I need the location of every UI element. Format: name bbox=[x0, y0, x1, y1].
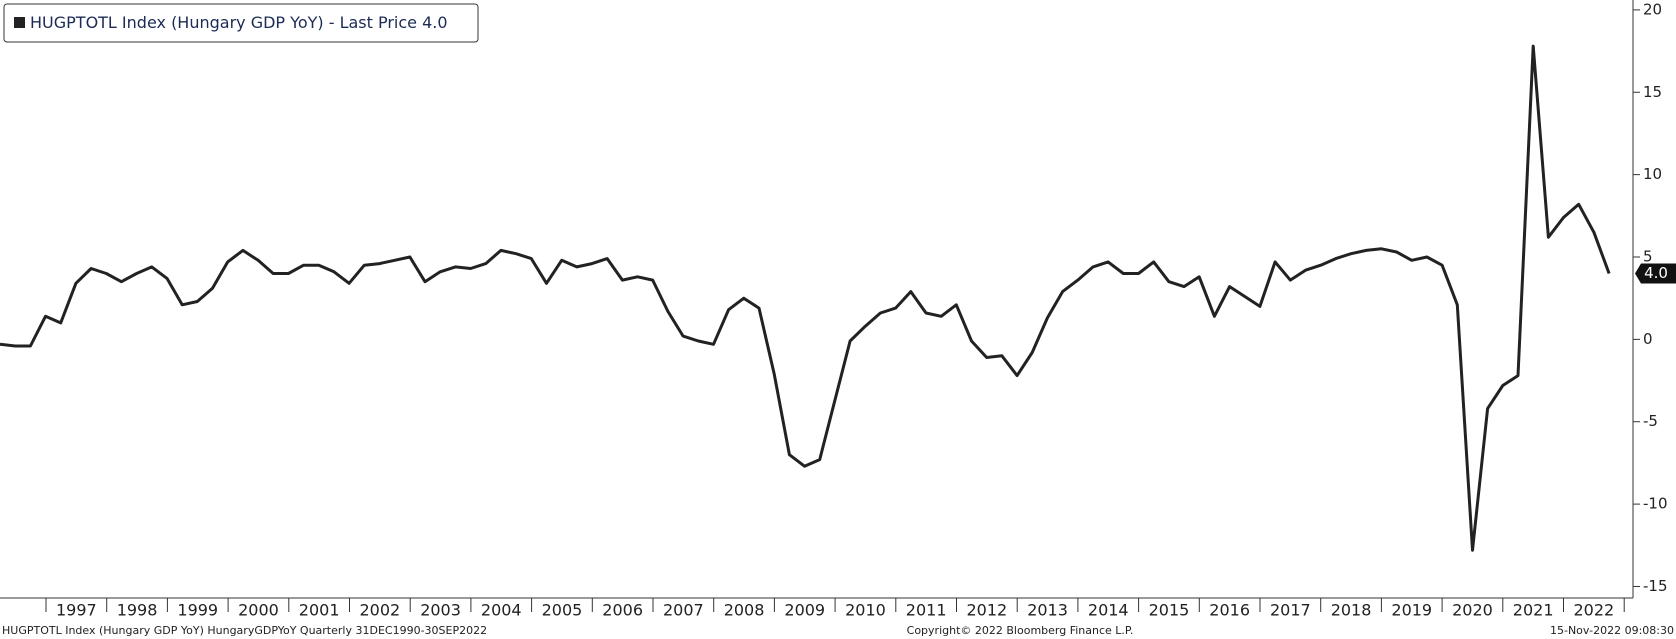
footer-left: HUGPTOTL Index (Hungary GDP YoY) Hungary… bbox=[2, 624, 487, 637]
x-tick-label: 1997 bbox=[56, 601, 97, 620]
x-tick-label: 2021 bbox=[1513, 601, 1554, 620]
footer-center: Copyright© 2022 Bloomberg Finance L.P. bbox=[907, 624, 1134, 637]
x-tick-label: 2008 bbox=[724, 601, 765, 620]
y-tick-label: -10 bbox=[1643, 495, 1668, 513]
y-tick-label: 15 bbox=[1643, 83, 1662, 101]
x-tick-label: 2018 bbox=[1331, 601, 1372, 620]
x-tick-label: 2004 bbox=[481, 601, 522, 620]
x-tick-label: 2017 bbox=[1270, 601, 1311, 620]
y-tick-label: 5 bbox=[1643, 247, 1653, 265]
x-tick-label: 2006 bbox=[602, 601, 643, 620]
x-tick-label: 2016 bbox=[1209, 601, 1250, 620]
x-tick-label: 2013 bbox=[1027, 601, 1068, 620]
y-tick-label: 0 bbox=[1643, 330, 1653, 348]
y-tick-label: -15 bbox=[1643, 577, 1668, 595]
x-tick-label: 2009 bbox=[784, 601, 825, 620]
x-tick-label: 2015 bbox=[1149, 601, 1190, 620]
x-tick-label: 1999 bbox=[177, 601, 218, 620]
footer-right: 15-Nov-2022 09:08:30 bbox=[1550, 624, 1674, 637]
x-tick-label: 1998 bbox=[117, 601, 158, 620]
legend-text: HUGPTOTL Index (Hungary GDP YoY) - Last … bbox=[30, 13, 448, 32]
y-tick-label: 10 bbox=[1643, 165, 1662, 183]
x-tick-label: 2000 bbox=[238, 601, 279, 620]
x-tick-label: 2007 bbox=[663, 601, 704, 620]
series-line bbox=[0, 44, 1611, 552]
legend-swatch bbox=[14, 17, 25, 28]
y-tick-label: -5 bbox=[1643, 412, 1658, 430]
x-tick-label: 2011 bbox=[906, 601, 947, 620]
x-tick-label: 2010 bbox=[845, 601, 886, 620]
x-tick-label: 2005 bbox=[542, 601, 583, 620]
legend-name: HUGPTOTL Index (Hungary GDP YoY) - Last … bbox=[30, 13, 417, 32]
last-value-label: 4.0 bbox=[1644, 264, 1668, 282]
last-value-tag bbox=[1635, 263, 1676, 284]
legend-box bbox=[3, 3, 479, 43]
x-tick-label: 2022 bbox=[1573, 601, 1614, 620]
y-tick-label: 20 bbox=[1643, 0, 1662, 18]
legend-last-value: 4.0 bbox=[422, 13, 447, 32]
x-tick-label: 2003 bbox=[420, 601, 461, 620]
x-tick-label: 2019 bbox=[1391, 601, 1432, 620]
x-tick-label: 2002 bbox=[359, 601, 400, 620]
x-tick-label: 2020 bbox=[1452, 601, 1493, 620]
x-tick-label: 2012 bbox=[966, 601, 1007, 620]
x-tick-label: 2001 bbox=[299, 601, 340, 620]
x-tick-label: 2014 bbox=[1088, 601, 1129, 620]
